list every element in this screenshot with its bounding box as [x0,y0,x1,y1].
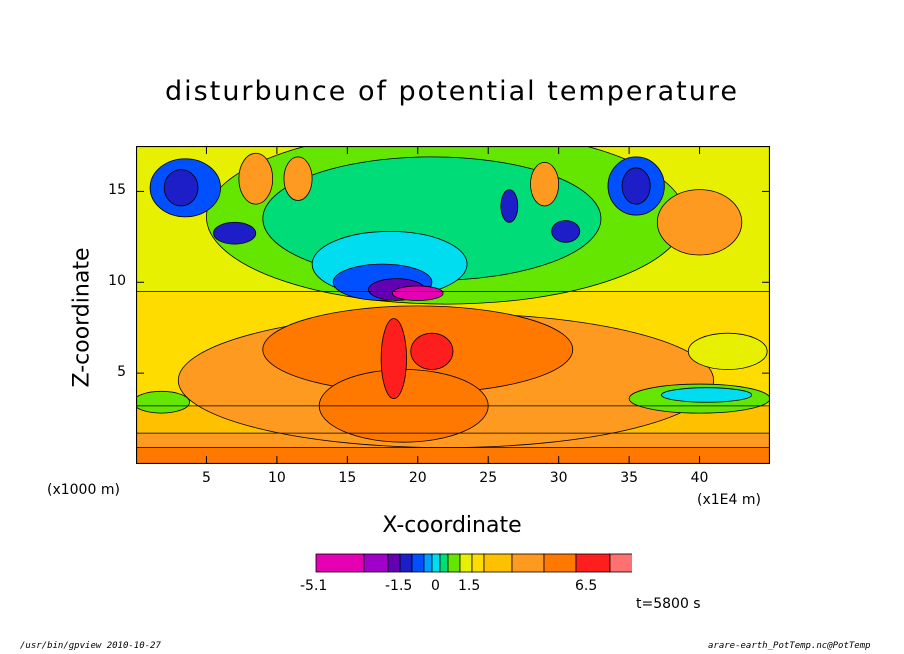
footer-left: /usr/bin/gpview 2010-10-27 [20,641,161,651]
contour-region-16 [392,285,444,301]
colorbar-swatch [471,553,485,573]
x-tick-label: 5 [201,470,211,486]
colorbar-tick-label: 0 [431,578,440,594]
contour-region-21 [656,189,743,256]
colorbar-swatch [575,553,611,573]
x-axis-unit: (x1000 m) [47,482,120,498]
contour-region-26 [238,152,274,205]
contour-region-9 [380,318,407,399]
contour-region-30 [551,220,581,243]
colorbar-tick-label: -5.1 [300,578,328,594]
contour-region-22 [687,332,768,370]
colorbar-tick-label: 6.5 [575,578,598,594]
x-tick-label: 35 [620,470,639,486]
contour-region-27 [283,156,313,201]
x-tick-label: 20 [408,470,427,486]
y-axis-label: Z-coordinate [69,247,95,388]
contour-region-18 [163,169,199,207]
colorbar-tick-label: 1.5 [458,578,481,594]
colorbar-swatch [609,553,632,573]
colorbar-swatch [423,553,433,573]
contour-region-25 [136,390,190,414]
contour-band-3 [136,447,770,464]
x-axis-label: X-coordinate [382,513,522,538]
contour-region-10 [410,332,454,370]
colorbar [315,553,632,573]
contour-region-29 [213,221,257,245]
x-tick-label: 30 [549,470,568,486]
contour-region-28 [530,161,560,207]
colorbar-swatch [543,553,577,573]
colorbar-swatch [483,553,513,573]
colorbar-swatch [315,553,365,573]
colorbar-tick-label: -1.5 [385,578,413,594]
x-axis-secondary-unit: (x1E4 m) [697,492,761,508]
time-label: t=5800 s [636,596,701,612]
colorbar-swatch [459,553,473,573]
y-tick-label: 5 [117,364,126,381]
colorbar-swatch [363,553,389,573]
contour-region-20 [621,167,651,205]
plot-frame [136,146,770,464]
colorbar-swatch [387,553,401,573]
y-tick-label: 10 [108,273,126,290]
chart-title: disturbunce of potential temperature [165,76,739,107]
colorbar-swatch [439,553,449,573]
y-tick-label: 15 [108,182,126,199]
contour-region-31 [500,189,519,223]
colorbar-swatch [411,553,425,573]
contour-plot [136,146,770,464]
contour-region-24 [661,387,753,403]
colorbar-swatch [431,553,441,573]
footer-right: arare-earth_PotTemp.nc@PotTemp [708,641,871,651]
colorbar-swatch [511,553,545,573]
x-tick-label: 40 [690,470,709,486]
colorbar-swatch [399,553,413,573]
x-tick-label: 25 [479,470,498,486]
x-tick-label: 15 [338,470,357,486]
x-tick-label: 10 [267,470,286,486]
colorbar-swatch [447,553,461,573]
